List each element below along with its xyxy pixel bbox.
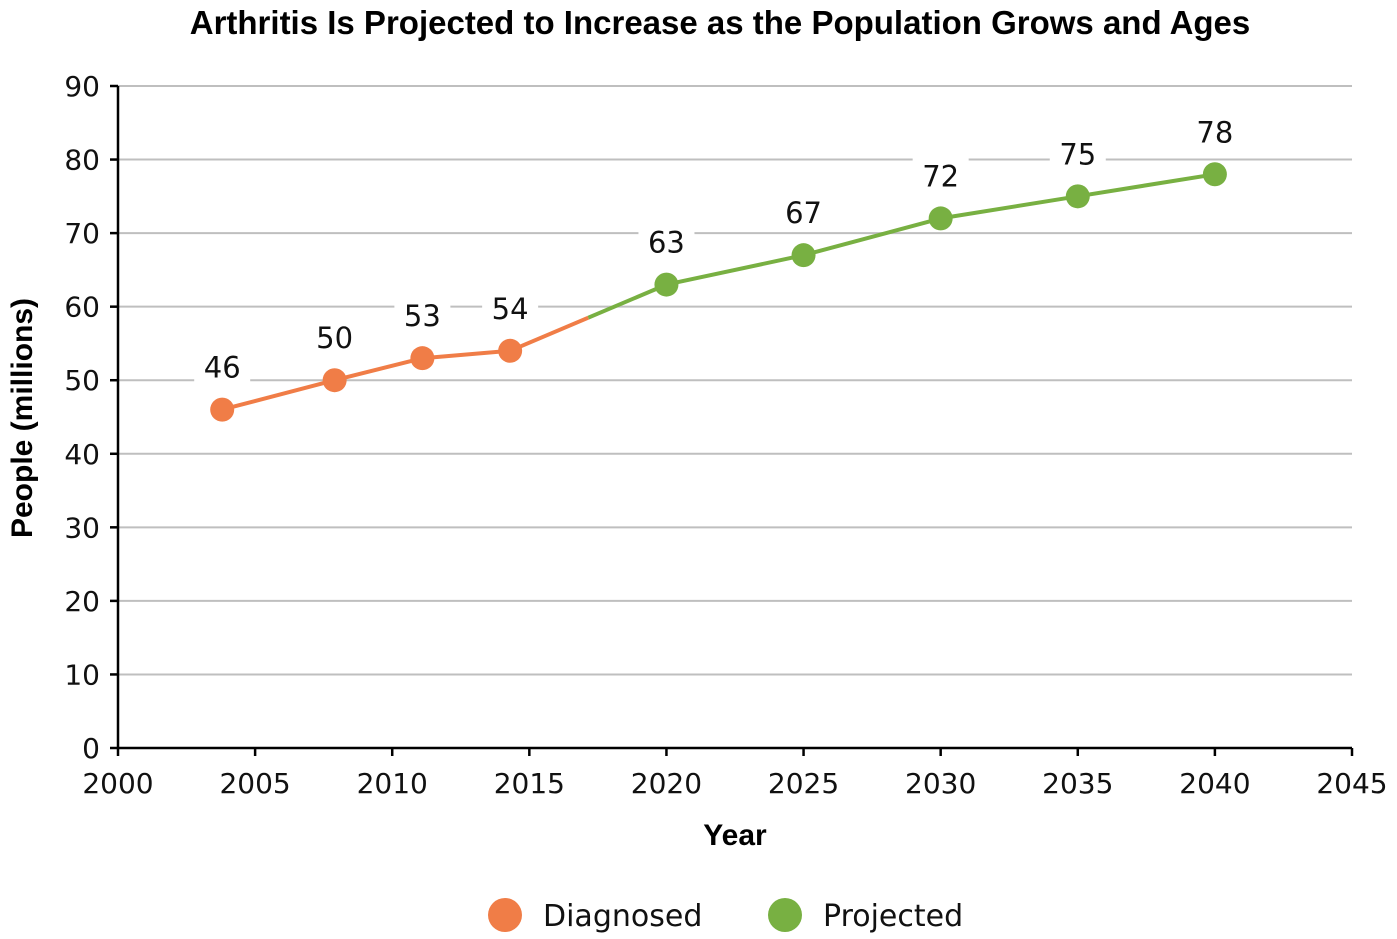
y-tick-label: 0 [82, 732, 100, 765]
y-tick-labels: 0 10 20 30 40 50 60 70 80 90 [64, 70, 100, 765]
connector-line-diagnosed [509, 315, 590, 353]
data-label: 72 [922, 159, 959, 193]
y-tick-label: 40 [64, 438, 100, 471]
x-tick-label: 2010 [357, 767, 428, 800]
data-label-background [394, 296, 451, 333]
legend-label-diagnosed: Diagnosed [543, 899, 702, 934]
data-label-background [306, 318, 363, 355]
y-tick-label: 60 [64, 291, 100, 324]
chart-title: Arthritis Is Projected to Increase as th… [190, 4, 1251, 41]
legend-label-projected: Projected [823, 899, 963, 934]
x-tick-label: 2020 [631, 767, 702, 800]
data-point-projected [1202, 162, 1227, 187]
series-lines [221, 172, 1216, 412]
data-label-background [1186, 112, 1243, 149]
axes [110, 84, 1354, 756]
data-label-background [912, 156, 969, 193]
data-label: 78 [1196, 115, 1233, 149]
data-point-diagnosed [210, 397, 235, 422]
x-tick-label: 2040 [1179, 767, 1250, 800]
data-label-background [775, 193, 832, 230]
data-label-background [482, 288, 539, 325]
gridlines [118, 85, 1352, 676]
data-label: 63 [648, 226, 685, 260]
data-points [210, 162, 1227, 422]
data-label: 75 [1059, 137, 1096, 171]
x-tick-label: 2005 [219, 767, 290, 800]
y-tick-label: 20 [64, 585, 100, 618]
legend-marker-projected [768, 898, 802, 932]
y-tick-label: 10 [64, 658, 100, 691]
y-tick-label: 50 [64, 364, 100, 397]
series-line-diagnosed [221, 348, 511, 412]
legend: Diagnosed Projected [488, 898, 963, 934]
data-point-projected [654, 272, 679, 297]
data-point-projected [1065, 184, 1090, 209]
x-tick-label: 2035 [1042, 767, 1113, 800]
x-tick-label: 2015 [494, 767, 565, 800]
data-point-diagnosed [498, 338, 523, 363]
x-tick-labels: 2000 2005 2010 2015 2020 2025 2030 2035 2040 2045 [82, 767, 1387, 800]
x-tick-label: 2030 [905, 767, 976, 800]
connector-line-projected [587, 282, 668, 320]
data-label: 53 [404, 299, 441, 333]
data-label: 46 [204, 351, 241, 385]
data-label-background [1049, 134, 1106, 171]
data-label: 50 [316, 321, 353, 355]
data-point-projected [928, 206, 953, 231]
data-labels: 46 50 53 54 63 67 72 75 78 [194, 112, 1243, 385]
data-label-background [638, 222, 695, 259]
y-tick-label: 90 [64, 70, 100, 103]
y-axis-title: People (millions) [6, 298, 39, 538]
y-tick-label: 30 [64, 511, 100, 544]
x-tick-label: 2000 [82, 767, 153, 800]
data-point-projected [791, 243, 816, 268]
y-tick-label: 80 [64, 144, 100, 177]
y-tick-label: 70 [64, 217, 100, 250]
x-tick-label: 2045 [1316, 767, 1387, 800]
data-label-background [194, 347, 251, 384]
data-point-diagnosed [322, 368, 347, 393]
data-point-diagnosed [410, 346, 435, 371]
x-axis-title: Year [703, 819, 767, 852]
legend-marker-diagnosed [488, 898, 522, 932]
x-tick-label: 2025 [768, 767, 839, 800]
data-label: 54 [492, 292, 529, 326]
data-label: 67 [785, 196, 822, 230]
